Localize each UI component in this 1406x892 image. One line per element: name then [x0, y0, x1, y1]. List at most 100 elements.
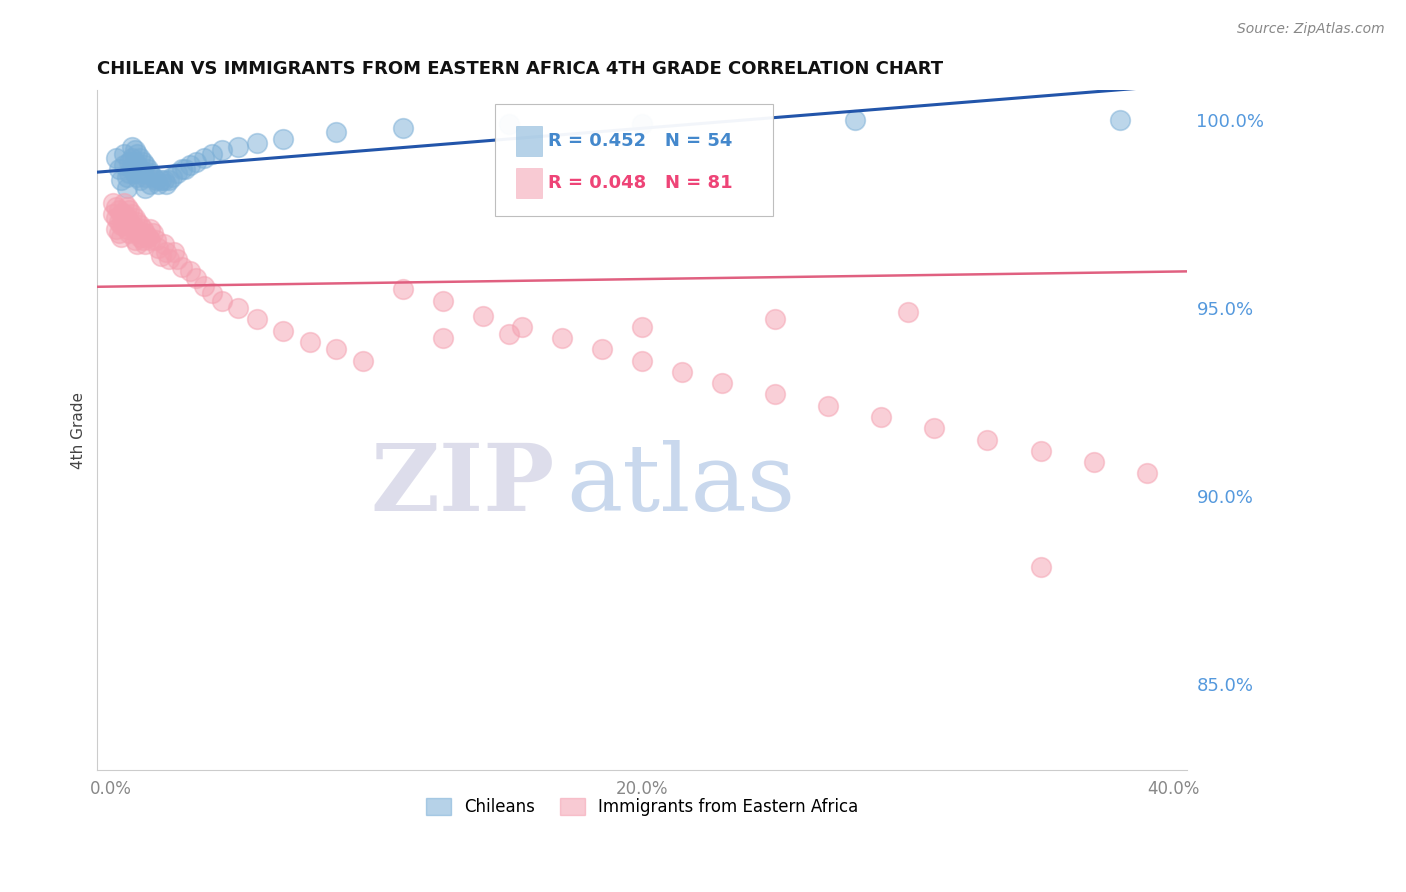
Point	[124, 166, 146, 180]
Point	[631, 353, 654, 368]
Point	[127, 158, 149, 172]
Point	[174, 162, 197, 177]
Point	[107, 162, 129, 177]
Text: CHILEAN VS IMMIGRANTS FROM EASTERN AFRICA 4TH GRADE CORRELATION CHART: CHILEAN VS IMMIGRANTS FROM EASTERN AFRIC…	[97, 60, 943, 78]
Point	[118, 226, 141, 240]
Point	[118, 215, 141, 229]
Point	[107, 215, 129, 229]
Point	[128, 219, 150, 233]
Point	[763, 312, 786, 326]
Point	[139, 234, 162, 248]
Point	[110, 219, 132, 233]
Point	[432, 331, 454, 345]
Point	[710, 376, 733, 391]
Point	[298, 334, 321, 349]
Point	[551, 331, 574, 345]
Point	[897, 305, 920, 319]
Point	[498, 327, 520, 342]
Point	[152, 237, 174, 252]
Text: Source: ZipAtlas.com: Source: ZipAtlas.com	[1237, 22, 1385, 37]
Point	[392, 120, 415, 135]
Point	[498, 117, 520, 131]
Point	[1029, 560, 1052, 574]
Point	[870, 409, 893, 424]
Point	[110, 173, 132, 187]
Point	[817, 399, 839, 413]
Text: R = 0.452   N = 54: R = 0.452 N = 54	[548, 131, 733, 150]
Point	[273, 132, 295, 146]
Point	[131, 166, 153, 180]
Point	[104, 200, 127, 214]
Point	[139, 166, 162, 180]
Point	[131, 234, 153, 248]
Point	[157, 252, 180, 267]
Point	[128, 151, 150, 165]
Point	[148, 241, 170, 255]
Point	[392, 282, 415, 296]
Point	[134, 158, 156, 172]
Point	[631, 117, 654, 131]
Point	[134, 226, 156, 240]
Point	[1083, 455, 1105, 469]
Point	[352, 353, 374, 368]
Point	[124, 211, 146, 225]
Point	[121, 207, 143, 221]
Point	[924, 421, 946, 435]
Point	[124, 222, 146, 236]
Point	[172, 162, 194, 177]
Point	[139, 177, 162, 191]
Point	[1136, 467, 1159, 481]
Point	[112, 219, 135, 233]
Point	[107, 203, 129, 218]
Point	[124, 154, 146, 169]
Point	[115, 222, 138, 236]
Point	[1029, 443, 1052, 458]
Point	[115, 200, 138, 214]
Point	[184, 154, 207, 169]
Point	[325, 343, 347, 357]
Point	[157, 173, 180, 187]
Point	[844, 113, 866, 128]
Point	[150, 248, 173, 262]
Point	[136, 162, 159, 177]
Point	[273, 324, 295, 338]
Point	[121, 139, 143, 153]
FancyBboxPatch shape	[516, 126, 541, 155]
Text: ZIP: ZIP	[371, 440, 555, 530]
Point	[246, 312, 269, 326]
Point	[128, 162, 150, 177]
Point	[179, 263, 201, 277]
Point	[118, 203, 141, 218]
Point	[211, 144, 233, 158]
Y-axis label: 4th Grade: 4th Grade	[72, 392, 86, 468]
Point	[112, 195, 135, 210]
Point	[131, 154, 153, 169]
Point	[134, 169, 156, 184]
Point	[166, 252, 188, 267]
Point	[763, 387, 786, 401]
Point	[150, 173, 173, 187]
Point	[976, 433, 998, 447]
Point	[115, 169, 138, 184]
Point	[115, 211, 138, 225]
Point	[246, 136, 269, 150]
Point	[591, 343, 613, 357]
Point	[103, 195, 125, 210]
Point	[110, 229, 132, 244]
Point	[124, 234, 146, 248]
Point	[121, 162, 143, 177]
Point	[155, 177, 177, 191]
Point	[118, 154, 141, 169]
Point	[127, 147, 149, 161]
Point	[325, 125, 347, 139]
Point	[118, 166, 141, 180]
Point	[166, 166, 188, 180]
Point	[131, 222, 153, 236]
Point	[671, 365, 693, 379]
Point	[201, 286, 224, 301]
Point	[127, 237, 149, 252]
Point	[201, 147, 224, 161]
Point	[179, 158, 201, 172]
Text: atlas: atlas	[565, 440, 794, 530]
FancyBboxPatch shape	[495, 103, 773, 216]
